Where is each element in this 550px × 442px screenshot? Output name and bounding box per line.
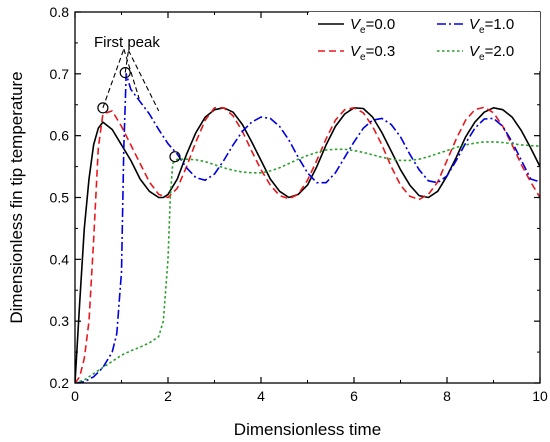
series-line-1 (75, 106, 540, 383)
series-line-2 (75, 73, 540, 383)
series-line-0 (75, 107, 540, 383)
axis-layer: 0 2 4 6 8 10 0.2 0.3 0.4 0.5 0.6 0.7 0.8 (50, 4, 548, 404)
y-tick-label: 0.3 (50, 313, 70, 329)
legend-label-3: Ve=2.0 (469, 43, 514, 63)
first-peak-connector-2 (124, 50, 130, 73)
legend-label-1: Ve=0.3 (350, 43, 395, 63)
annotation-layer: First peak (94, 34, 181, 163)
x-tick-label: 2 (164, 388, 172, 404)
series-layer (75, 73, 540, 383)
x-tick-label: 0 (71, 388, 79, 404)
y-tick-label: 0.2 (50, 375, 70, 391)
y-tick-label: 0.8 (50, 4, 70, 20)
first-peak-marker-2 (169, 151, 181, 163)
first-peak-annotation: First peak (94, 34, 160, 51)
x-tick-label: 4 (257, 388, 265, 404)
y-axis-label: Dimensionless fin tip temperature (7, 71, 26, 323)
y-tick-label: 0.5 (50, 190, 70, 206)
first-peak-marker-0 (97, 102, 109, 114)
y-tick-label: 0.4 (50, 251, 70, 267)
x-tick-label: 8 (443, 388, 451, 404)
legend-label-0: Ve=0.0 (350, 16, 395, 36)
first-peak-marker-1 (119, 66, 131, 79)
x-axis-label: Dimensionless time (234, 420, 381, 439)
legend: Ve=0.0 Ve=1.0 Ve=0.3 Ve=2.0 (309, 12, 540, 71)
legend-label-2: Ve=1.0 (469, 16, 514, 36)
series-line-3 (75, 141, 540, 383)
first-peak-connector-0 (102, 48, 125, 109)
first-peak-connector-1 (123, 48, 140, 99)
x-tick-label: 6 (350, 388, 358, 404)
y-tick-label: 0.6 (50, 128, 70, 144)
x-tick-label: 10 (532, 388, 548, 404)
y-tick-label: 0.7 (50, 66, 70, 82)
first-peak-connector-3 (127, 50, 160, 112)
